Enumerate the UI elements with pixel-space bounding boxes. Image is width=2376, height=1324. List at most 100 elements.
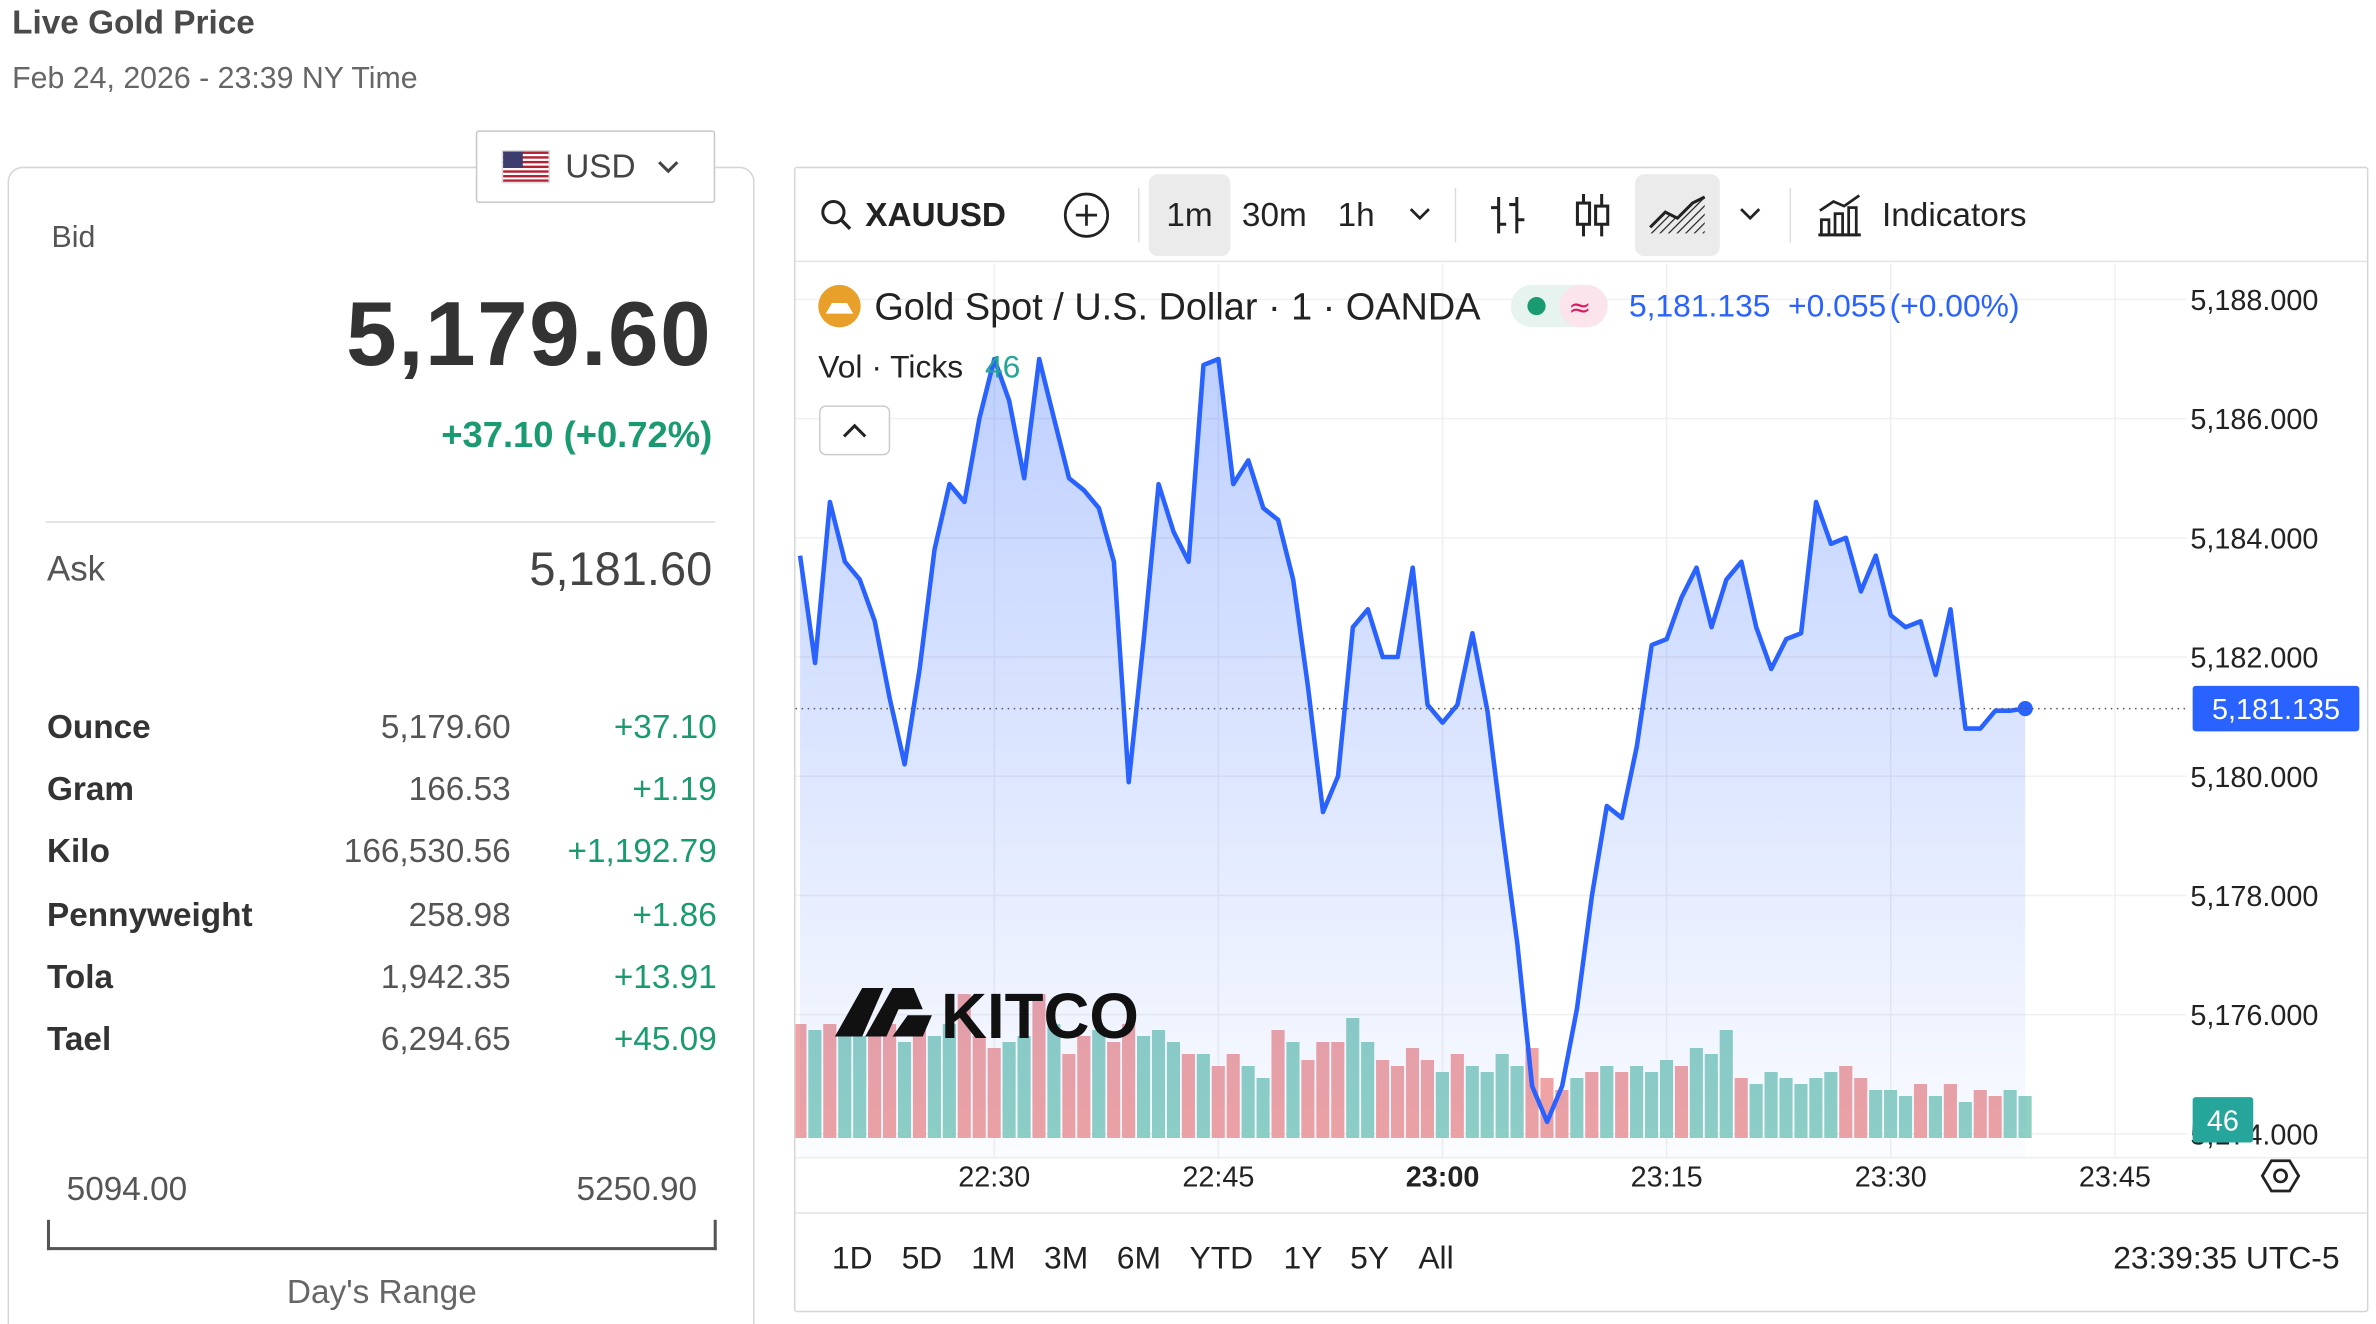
last-volume-label: 46 xyxy=(2207,1105,2239,1137)
currency-select[interactable]: USD xyxy=(475,130,716,204)
chart-type-dropdown[interactable] xyxy=(1720,174,1781,256)
unit-change: +1.19 xyxy=(632,769,717,808)
x-tick-label: 22:45 xyxy=(1182,1161,1254,1193)
price-line xyxy=(795,356,2190,1125)
y-tick-label: 5,186.000 xyxy=(2190,404,2318,436)
interval-1h[interactable]: 1h xyxy=(1337,194,1375,233)
range-1d[interactable]: 1D xyxy=(831,1241,873,1276)
interval-1m[interactable]: 1m xyxy=(1148,173,1231,256)
us-flag-icon xyxy=(501,150,551,184)
bar-chart-type-button[interactable] xyxy=(1465,174,1550,256)
candle-chart-type-button[interactable] xyxy=(1550,174,1635,256)
range-5y[interactable]: 5Y xyxy=(1350,1241,1390,1276)
range-5d[interactable]: 5D xyxy=(901,1241,943,1276)
range-6m[interactable]: 6M xyxy=(1116,1241,1162,1276)
y-tick-label: 5,188.000 xyxy=(2190,285,2318,317)
legend-title: Gold Spot / U.S. Dollar · 1 · OANDA xyxy=(874,287,1481,329)
unit-row-tola: Tola 1,942.35 +13.91 xyxy=(47,950,717,1005)
range-ytd[interactable]: YTD xyxy=(1189,1241,1254,1276)
unit-change: +1.86 xyxy=(632,895,717,934)
chart-clock: 23:39:35 UTC-5 xyxy=(2113,1241,2340,1276)
chart-toolbar: XAUUSD 1m 30m 1h xyxy=(795,168,2367,263)
unit-row-kilo: Kilo 166,530.56 +1,192.79 xyxy=(47,824,717,879)
unit-row-ounce: Ounce 5,179.60 +37.10 xyxy=(47,700,717,755)
unit-row-tael: Tael 6,294.65 +45.09 xyxy=(47,1012,717,1067)
unit-row-gram: Gram 166.53 +1.19 xyxy=(47,762,717,817)
x-tick-label: 23:00 xyxy=(1406,1161,1480,1193)
divider xyxy=(45,521,716,523)
unit-name: Ounce xyxy=(46,707,151,746)
toolbar-separator xyxy=(1137,187,1140,242)
x-tick-label: 23:15 xyxy=(1631,1161,1703,1193)
kitco-logo: KITCO xyxy=(834,981,1139,1052)
toolbar-separator xyxy=(1454,187,1457,242)
area-chart-icon xyxy=(1647,193,1708,235)
volume-legend-label: Vol · Ticks xyxy=(818,348,963,384)
unit-price: 166,530.56 xyxy=(343,831,511,870)
day-range-low: 5094.00 xyxy=(66,1169,188,1208)
symbol-label: XAUUSD xyxy=(865,194,1007,233)
ask-label: Ask xyxy=(46,548,106,588)
last-price-dot xyxy=(2017,701,2033,717)
interval-dropdown[interactable] xyxy=(1394,174,1446,256)
page-title: Live Gold Price xyxy=(12,3,255,41)
collapse-legend-button[interactable] xyxy=(819,405,891,456)
x-tick-label: 23:30 xyxy=(1855,1161,1927,1193)
chevron-down-icon xyxy=(657,159,681,174)
bid-price: 5,179.60 xyxy=(346,283,713,385)
x-tick-label: 22:30 xyxy=(958,1161,1030,1193)
chart-bottom-bar: 1D 5D 1M 3M 6M YTD 1Y 5Y All 23:39:35 UT… xyxy=(795,1212,2367,1309)
page-datetime: Feb 24, 2026 - 23:39 NY Time xyxy=(12,62,418,96)
unit-name: Tola xyxy=(46,957,114,996)
currency-label: USD xyxy=(565,146,636,185)
price-axis: 5,188.000 5,186.000 5,184.000 5,182.000 5,18… xyxy=(2190,285,2360,1151)
ask-price: 5,181.60 xyxy=(529,542,713,596)
indicators-label: Indicators xyxy=(1882,194,2027,233)
unit-change: +37.10 xyxy=(613,707,717,746)
unit-price: 5,179.60 xyxy=(380,707,511,746)
time-axis: 22:30 22:45 23:00 23:15 23:30 23:45 xyxy=(795,1156,2367,1193)
volume-legend-value: 46 xyxy=(985,348,1020,384)
ohlc-bars-icon xyxy=(1487,192,1529,237)
plus-circle-icon xyxy=(1062,190,1110,238)
last-price-label-box xyxy=(2192,685,2360,732)
unit-name: Tael xyxy=(46,1019,112,1058)
bid-label: Bid xyxy=(51,221,96,255)
unit-change: +13.91 xyxy=(613,957,717,996)
symbol-search[interactable]: XAUUSD xyxy=(796,174,1008,256)
area-chart-type-button[interactable] xyxy=(1635,173,1720,256)
compare-symbol-button[interactable] xyxy=(1044,174,1129,256)
unit-price: 258.98 xyxy=(408,895,511,934)
bid-change: +37.10 (+0.72%) xyxy=(441,415,713,457)
unit-name: Pennyweight xyxy=(46,895,253,934)
legend-price: 5,181.135 xyxy=(1629,288,1771,324)
interval-30m[interactable]: 30m xyxy=(1241,194,1307,233)
settings-icon xyxy=(2260,1159,2301,1193)
unit-change: +1,192.79 xyxy=(567,831,717,870)
price-area xyxy=(800,358,2026,1158)
y-tick-label: 5,176.000 xyxy=(2190,1000,2318,1032)
y-tick-label: 5,178.000 xyxy=(2190,881,2318,913)
indicators-icon xyxy=(1815,192,1863,237)
legend-change: +0.055 xyxy=(1788,288,1886,324)
chevron-up-icon xyxy=(842,423,867,438)
toolbar-separator xyxy=(1789,187,1792,242)
y-tick-label: 5,182.000 xyxy=(2190,643,2318,675)
unit-row-pennyweight: Pennyweight 258.98 +1.86 xyxy=(47,888,717,943)
chevron-down-icon xyxy=(1409,208,1430,222)
chevron-down-icon xyxy=(1740,208,1761,222)
range-1m[interactable]: 1M xyxy=(971,1241,1016,1276)
y-tick-label: 5,184.000 xyxy=(2190,523,2318,555)
indicators-button[interactable]: Indicators xyxy=(1800,174,2042,256)
range-3m[interactable]: 3M xyxy=(1044,1241,1089,1276)
kitco-wordmark: KITCO xyxy=(941,981,1139,1052)
unit-price: 6,294.65 xyxy=(380,1019,511,1058)
chart-legend: Gold Spot / U.S. Dollar · 1 · OANDA ≈ 5,… xyxy=(818,284,2020,384)
price-chart[interactable]: 5,188.000 5,186.000 5,184.000 5,182.000 5,18… xyxy=(795,263,2367,1213)
last-price-label: 5,181.135 xyxy=(2212,694,2340,726)
range-all[interactable]: All xyxy=(1418,1241,1454,1276)
chart-settings-button[interactable] xyxy=(2260,1159,2301,1193)
x-tick-label: 23:45 xyxy=(2079,1161,2151,1193)
range-1y[interactable]: 1Y xyxy=(1283,1241,1323,1276)
unit-change: +45.09 xyxy=(613,1019,717,1058)
